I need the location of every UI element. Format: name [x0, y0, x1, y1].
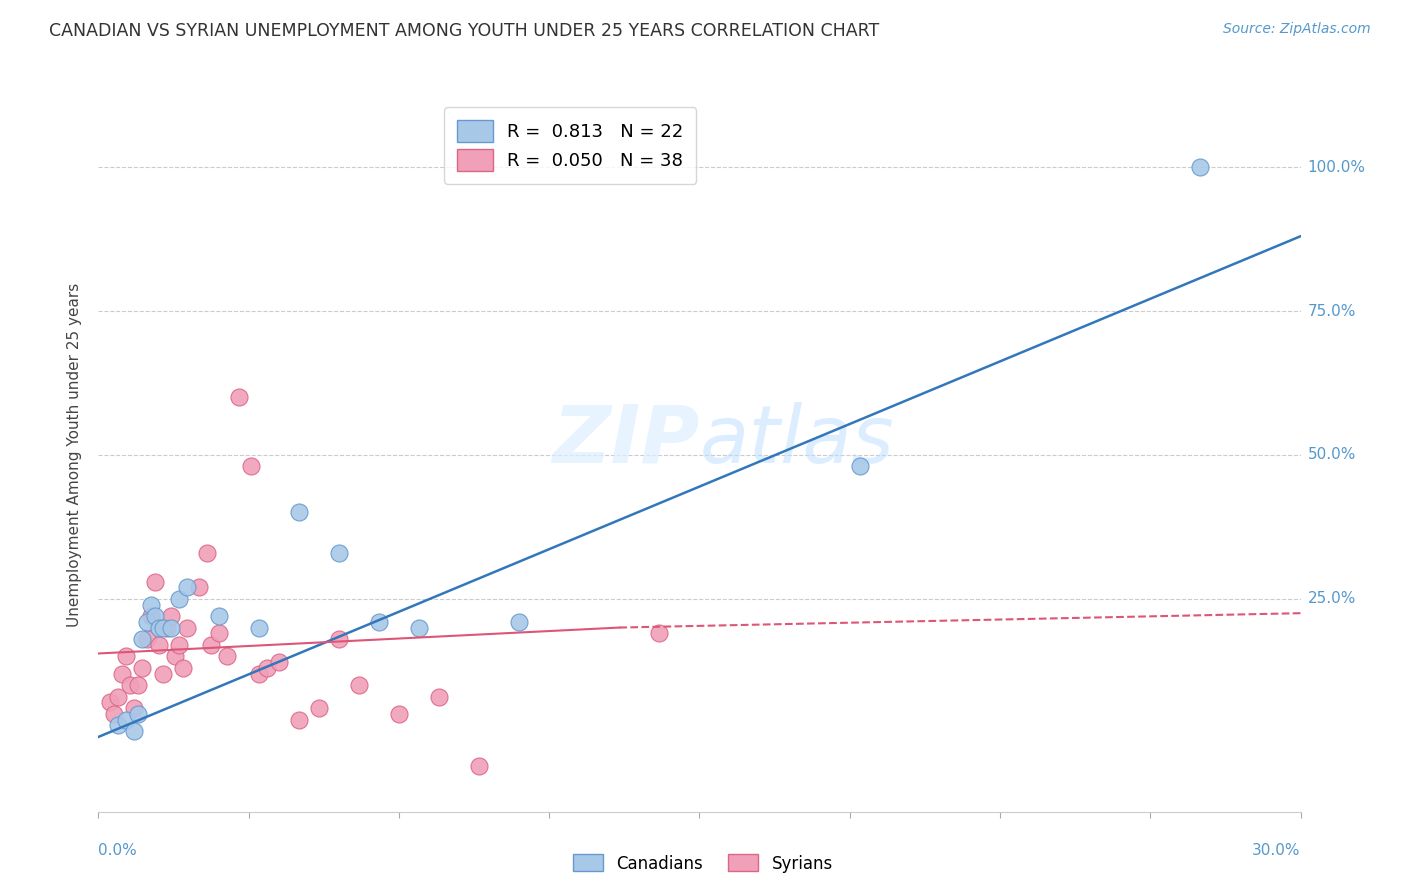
Point — [172, 661, 194, 675]
Point — [200, 638, 222, 652]
Point — [195, 546, 218, 560]
Point — [131, 632, 153, 646]
Text: 50.0%: 50.0% — [1308, 448, 1355, 462]
Point — [176, 580, 198, 594]
Point — [388, 706, 411, 721]
Point — [124, 724, 146, 739]
Text: 25.0%: 25.0% — [1308, 591, 1355, 607]
Point — [111, 666, 134, 681]
Point — [247, 621, 270, 635]
Point — [159, 621, 181, 635]
Point — [159, 609, 181, 624]
Text: 100.0%: 100.0% — [1308, 160, 1365, 175]
Point — [187, 580, 209, 594]
Point — [124, 701, 146, 715]
Point — [308, 701, 330, 715]
Point — [267, 655, 290, 669]
Point — [152, 666, 174, 681]
Legend: Canadians, Syrians: Canadians, Syrians — [567, 847, 839, 880]
Point — [139, 609, 162, 624]
Point — [167, 591, 190, 606]
Point — [107, 690, 129, 704]
Legend: R =  0.813   N = 22, R =  0.050   N = 38: R = 0.813 N = 22, R = 0.050 N = 38 — [444, 107, 696, 184]
Point — [100, 695, 122, 709]
Point — [128, 678, 150, 692]
Point — [408, 621, 430, 635]
Point — [115, 713, 138, 727]
Point — [148, 621, 170, 635]
Point — [143, 574, 166, 589]
Point — [176, 621, 198, 635]
Point — [208, 609, 231, 624]
Point — [155, 621, 177, 635]
Point — [328, 546, 350, 560]
Point — [228, 390, 250, 404]
Point — [167, 638, 190, 652]
Point — [508, 615, 530, 629]
Point — [135, 632, 157, 646]
Point — [288, 713, 311, 727]
Text: 0.0%: 0.0% — [98, 843, 138, 858]
Point — [427, 690, 450, 704]
Point — [135, 615, 157, 629]
Point — [163, 649, 186, 664]
Point — [208, 626, 231, 640]
Point — [148, 638, 170, 652]
Point — [107, 718, 129, 732]
Point — [143, 609, 166, 624]
Point — [128, 706, 150, 721]
Y-axis label: Unemployment Among Youth under 25 years: Unemployment Among Youth under 25 years — [67, 283, 83, 627]
Point — [256, 661, 278, 675]
Point — [139, 598, 162, 612]
Point — [247, 666, 270, 681]
Point — [115, 649, 138, 664]
Point — [152, 621, 174, 635]
Text: atlas: atlas — [699, 401, 894, 480]
Point — [120, 678, 142, 692]
Point — [239, 459, 262, 474]
Point — [131, 661, 153, 675]
Text: 75.0%: 75.0% — [1308, 303, 1355, 318]
Point — [849, 459, 872, 474]
Point — [368, 615, 391, 629]
Text: 30.0%: 30.0% — [1253, 843, 1301, 858]
Text: ZIP: ZIP — [553, 401, 699, 480]
Point — [648, 626, 671, 640]
Point — [328, 632, 350, 646]
Point — [103, 706, 125, 721]
Text: CANADIAN VS SYRIAN UNEMPLOYMENT AMONG YOUTH UNDER 25 YEARS CORRELATION CHART: CANADIAN VS SYRIAN UNEMPLOYMENT AMONG YO… — [49, 22, 880, 40]
Point — [347, 678, 370, 692]
Text: Source: ZipAtlas.com: Source: ZipAtlas.com — [1223, 22, 1371, 37]
Point — [468, 758, 491, 772]
Point — [288, 506, 311, 520]
Point — [1189, 160, 1212, 174]
Point — [215, 649, 238, 664]
